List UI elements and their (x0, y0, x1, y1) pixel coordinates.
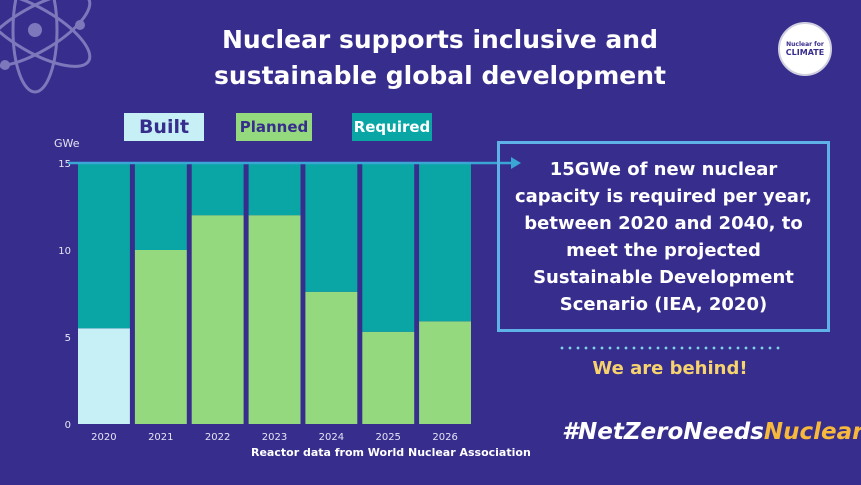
legend-required: Required (352, 113, 432, 141)
hashtag-main: #NetZeroNeeds (562, 419, 764, 445)
title-line-2: sustainable global development (214, 61, 666, 90)
bar-required-2026 (419, 163, 471, 322)
dotted-divider (558, 346, 780, 350)
nuclear-for-climate-logo: Nuclear for CLIMATE (778, 22, 832, 76)
x-tick-label-2020: 2020 (91, 432, 116, 443)
y-axis-label: GWe (54, 137, 80, 150)
atom-icon (0, 0, 92, 94)
y-tick-label-5: 5 (65, 333, 71, 344)
bar-required-2020 (78, 163, 130, 329)
bar-planned-2021 (134, 250, 187, 424)
bar-planned-2026 (419, 321, 471, 424)
x-tick-label-2023: 2023 (262, 432, 287, 443)
bar-built-2020 (78, 328, 130, 424)
logo-text-top: Nuclear for (786, 41, 824, 48)
x-tick-label-2025: 2025 (375, 432, 400, 443)
logo-text-bottom: CLIMATE (785, 48, 825, 57)
bar-required-2022 (191, 163, 244, 216)
legend-planned: Planned (236, 113, 312, 141)
y-tick-label-10: 10 (58, 246, 71, 257)
bar-required-2025 (362, 163, 415, 332)
bar-required-2021 (134, 163, 187, 250)
bar-planned-2022 (191, 215, 244, 424)
bar-planned-2024 (305, 291, 358, 424)
callout-text: 15GWe of new nuclear capacity is require… (514, 158, 813, 315)
bar-required-2023 (248, 163, 301, 216)
bar-planned-2023 (248, 215, 301, 424)
y-tick-label-0: 0 (65, 420, 71, 431)
x-tick-label-2022: 2022 (205, 432, 230, 443)
x-tick-label-2021: 2021 (148, 432, 173, 443)
x-tick-label-2024: 2024 (319, 432, 344, 443)
callout-box: 15GWe of new nuclear capacity is require… (497, 141, 830, 332)
behind-tagline: We are behind! (592, 358, 748, 379)
x-tick-label-2026: 2026 (432, 432, 457, 443)
y-tick-label-15: 15 (58, 159, 71, 170)
bar-planned-2025 (362, 331, 415, 424)
hashtag: #NetZeroNeedsNuclear (562, 416, 861, 448)
callout-arrow-head (511, 157, 521, 169)
hashtag-highlight: Nuclear (763, 419, 861, 445)
page-title: Nuclear supports inclusive and sustainab… (160, 22, 720, 94)
title-line-1: Nuclear supports inclusive and (222, 25, 658, 54)
source-note: Reactor data from World Nuclear Associat… (251, 446, 531, 459)
legend-built: Built (124, 113, 204, 141)
bar-required-2024 (305, 163, 358, 292)
